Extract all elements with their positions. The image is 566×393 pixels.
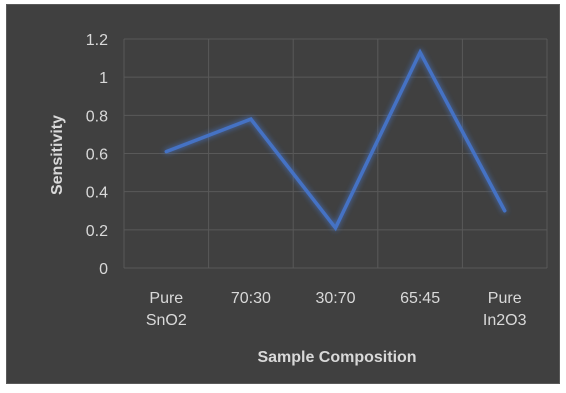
y-tick-label: 0.8 [86, 108, 108, 125]
y-tick-label: 0.6 [86, 147, 108, 164]
y-tick-label: 1 [99, 70, 108, 87]
data-point [418, 50, 422, 54]
x-tick-label-line: Pure [488, 290, 522, 307]
data-point [503, 209, 507, 213]
x-tick-label: 70:30 [231, 290, 271, 307]
y-axis-ticks: 0 0.2 0.4 0.6 0.8 1 1.2 [86, 32, 108, 278]
gridlines [123, 38, 548, 269]
x-tick-label: 65:45 [400, 290, 440, 307]
y-tick-label: 0.2 [86, 223, 108, 240]
x-tick-label-line: 30:70 [315, 290, 355, 307]
x-tick-label: Pure In2O3 [483, 290, 527, 329]
data-point [334, 226, 337, 230]
x-tick-label-line: Pure [149, 290, 183, 307]
x-tick-label: Pure SnO2 [146, 290, 187, 329]
data-point [249, 117, 253, 121]
x-tick-label-line: In2O3 [483, 312, 527, 329]
line-chart: 0 0.2 0.4 0.6 0.8 1 1.2 Pure SnO2 70:30 30:70 65:4… [49, 32, 548, 366]
series-layer [164, 48, 507, 232]
x-tick-label-line: SnO2 [146, 312, 187, 329]
data-point [164, 150, 168, 154]
series-line [164, 48, 507, 232]
x-tick-label-line: 70:30 [231, 290, 271, 307]
x-axis-ticks: Pure SnO2 70:30 30:70 65:45 Pure In2O3 [146, 290, 527, 329]
y-tick-label: 1.2 [86, 32, 108, 49]
x-axis-title: Sample Composition [257, 349, 416, 366]
y-axis-title: Sensitivity [49, 115, 66, 195]
chart-area: 0 0.2 0.4 0.6 0.8 1 1.2 Pure SnO2 70:30 30:70 65:4… [6, 4, 560, 384]
x-tick-label-line: 65:45 [400, 290, 440, 307]
x-tick-label: 30:70 [315, 290, 355, 307]
y-tick-label: 0 [99, 261, 108, 278]
y-tick-label: 0.4 [86, 185, 108, 202]
